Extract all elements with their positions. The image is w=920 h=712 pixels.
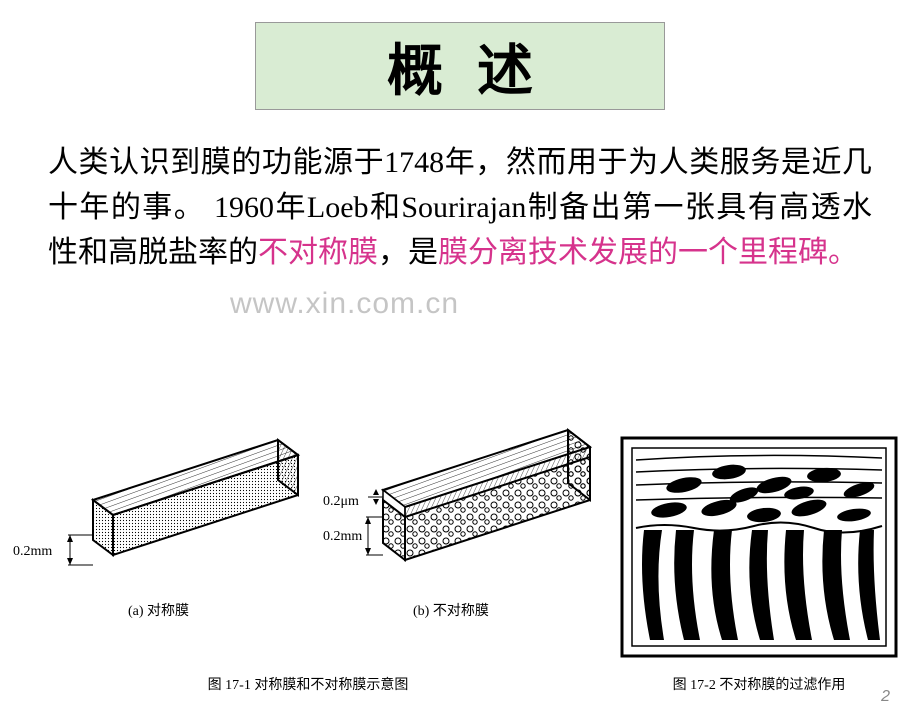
label-b: (b) 不对称膜 <box>413 603 489 619</box>
highlight-1: 不对称膜 <box>258 236 378 269</box>
dim-b-bottom-label: 0.2mm <box>323 529 362 544</box>
page-number: 2 <box>881 688 890 706</box>
slab-b: 0.2μm 0.2mm (b) 不对称膜 <box>323 430 590 619</box>
body-paragraph: 人类认识到膜的功能源于1748年，然而用于为人类服务是近几十年的事。 1960年… <box>48 140 872 275</box>
figure-right-caption: 图 17-2 不对称膜的过滤作用 <box>614 674 904 694</box>
figure-left: 0.2mm (a) 对称膜 0.2μm 0.2mm <box>8 405 608 694</box>
body-text-2: ，是 <box>378 236 438 269</box>
label-a: (a) 对称膜 <box>128 603 189 619</box>
page-title: 概述 <box>353 26 567 107</box>
figures-row: 0.2mm (a) 对称膜 0.2μm 0.2mm <box>8 405 912 694</box>
figure-right: 图 17-2 不对称膜的过滤作用 <box>614 430 904 694</box>
filtration-diagram-svg <box>614 430 904 665</box>
title-box: 概述 <box>255 22 665 110</box>
membrane-diagram-svg: 0.2mm (a) 对称膜 0.2μm 0.2mm <box>8 405 608 665</box>
highlight-2: 膜分离技术发展的一个里程碑。 <box>438 236 858 269</box>
dim-b-top-label: 0.2μm <box>323 494 359 509</box>
watermark: www.xin.com.cn <box>230 287 459 321</box>
slab-a: 0.2mm (a) 对称膜 <box>13 440 298 619</box>
figure-left-caption: 图 17-1 对称膜和不对称膜示意图 <box>8 674 608 694</box>
dim-a-label: 0.2mm <box>13 544 52 559</box>
